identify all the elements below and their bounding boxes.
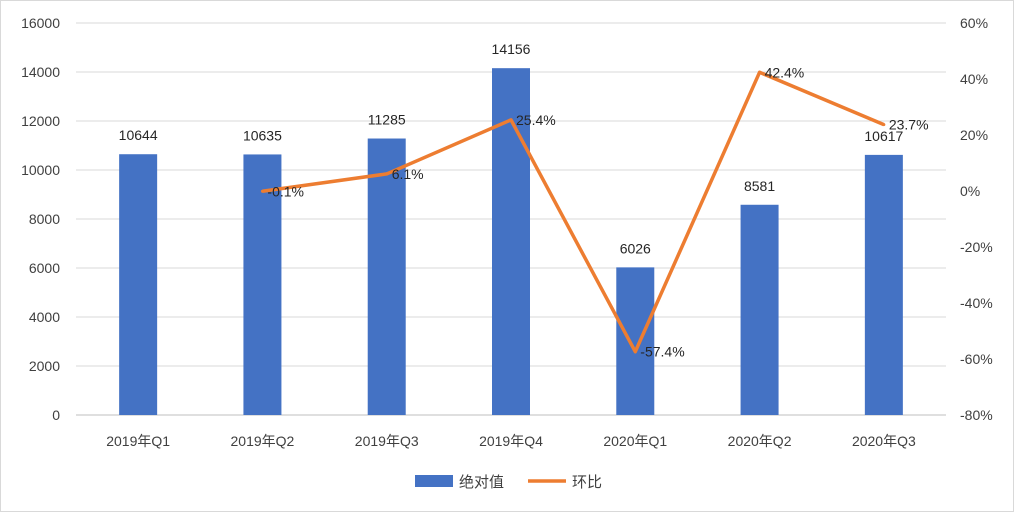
x-tick-label: 2019年Q2 — [231, 433, 295, 449]
line-point — [758, 70, 762, 74]
y-right-tick-label: -80% — [960, 407, 993, 423]
legend-line-label: 环比 — [572, 474, 602, 491]
line-path — [262, 70, 885, 354]
bar-value-label: 6026 — [620, 240, 651, 256]
y-left-tick-label: 12000 — [21, 113, 60, 129]
x-tick-label: 2019年Q4 — [479, 433, 543, 449]
y-right-tick-label: 0% — [960, 183, 980, 199]
bar — [367, 138, 406, 415]
line-point — [882, 123, 886, 127]
bar — [616, 267, 655, 415]
axes: 0 2000 4000 6000 8000 10000 12000 14000 16000 -80… — [21, 15, 993, 449]
line-point — [260, 189, 264, 193]
bar-value-label: 10644 — [119, 127, 158, 143]
y-left-tick-label: 0 — [52, 407, 60, 423]
y-left-tick-label: 4000 — [29, 309, 60, 325]
bar-value-label: 14156 — [492, 41, 531, 57]
bar-value-label: 10635 — [243, 127, 282, 143]
data-labels: 10644 10635 11285 14156 6026 8581 10617 -0.1% 6.… — [119, 41, 929, 360]
y-left-tick-label: 8000 — [29, 211, 60, 227]
y-right-tick-label: -20% — [960, 239, 993, 255]
y-left-tick-label: 10000 — [21, 162, 60, 178]
y-left-tick-label: 2000 — [29, 358, 60, 374]
line-value-label: 23.7% — [889, 117, 929, 133]
bar — [740, 204, 779, 415]
legend: 绝对值 环比 — [415, 474, 602, 491]
bar-value-label: 11285 — [368, 112, 406, 128]
line-value-label: -57.4% — [640, 344, 684, 360]
line-value-label: 25.4% — [516, 112, 556, 128]
line-point — [509, 118, 513, 122]
bar — [243, 154, 282, 415]
line-point — [385, 172, 389, 176]
y-left-tick-label: 16000 — [21, 15, 60, 31]
legend-bar-label: 绝对值 — [459, 474, 504, 491]
line-series — [260, 70, 886, 354]
y-left-tick-label: 6000 — [29, 260, 60, 276]
x-tick-label: 2020年Q3 — [852, 433, 916, 449]
y-left-tick-label: 14000 — [21, 64, 60, 80]
line-value-label: -0.1% — [267, 183, 304, 199]
y-right-tick-label: -60% — [960, 351, 993, 367]
y-right-tick-label: 20% — [960, 127, 988, 143]
y-right-tick-label: -40% — [960, 295, 993, 311]
line-value-label: 6.1% — [392, 166, 424, 182]
bar-value-label: 8581 — [744, 178, 775, 194]
x-tick-label: 2019年Q1 — [106, 433, 170, 449]
line-value-label: 42.4% — [765, 64, 805, 80]
line-point — [633, 350, 637, 354]
x-tick-label: 2020年Q1 — [603, 433, 667, 449]
bar — [864, 154, 903, 416]
bar-value-label: 10617 — [864, 128, 903, 144]
y-right-tick-label: 40% — [960, 71, 988, 87]
legend-bar-swatch — [415, 475, 453, 487]
x-tick-label: 2020年Q2 — [728, 433, 792, 449]
y-right-tick-label: 60% — [960, 15, 988, 31]
bar — [119, 154, 158, 416]
bar-series — [119, 68, 903, 416]
x-tick-label: 2019年Q3 — [355, 433, 419, 449]
